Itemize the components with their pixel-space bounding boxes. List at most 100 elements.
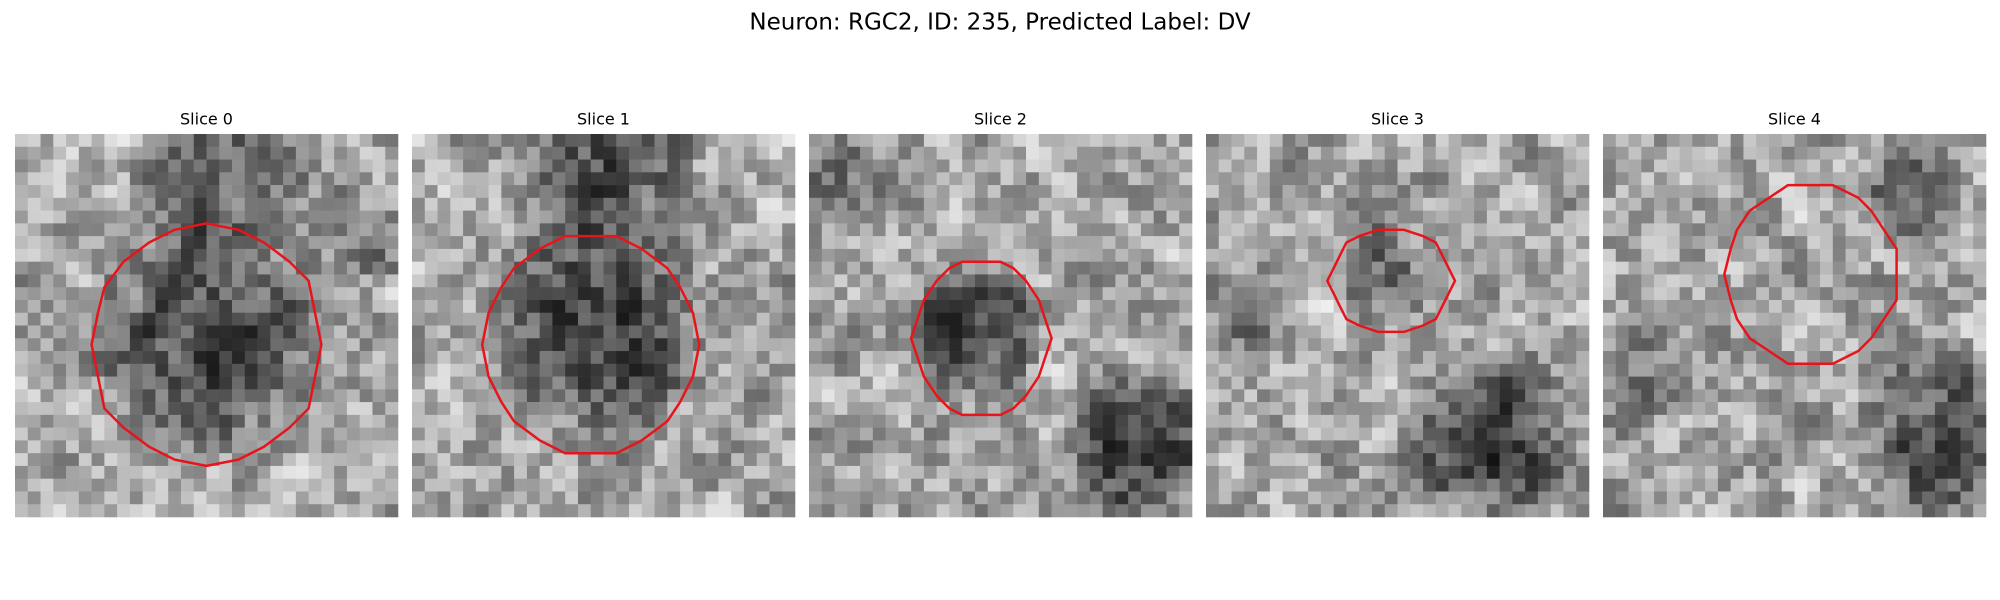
- pixel: [1410, 338, 1424, 352]
- pixel: [872, 146, 886, 160]
- pixel: [501, 338, 515, 352]
- pixel: [1423, 236, 1437, 250]
- pixel: [1038, 491, 1052, 505]
- pixel: [1679, 210, 1693, 224]
- pixel: [168, 465, 182, 479]
- pixel: [257, 504, 271, 518]
- pixel: [1257, 453, 1271, 467]
- pixel: [1140, 299, 1154, 314]
- pixel: [1231, 338, 1245, 352]
- pixel: [1628, 338, 1642, 352]
- pixel: [372, 197, 386, 211]
- pixel: [1641, 274, 1655, 288]
- pixel: [1537, 427, 1551, 441]
- pixel: [283, 312, 297, 326]
- pixel: [1807, 185, 1821, 199]
- pixel: [756, 504, 770, 518]
- pixel: [1089, 338, 1103, 352]
- pixel: [1115, 453, 1129, 467]
- pixel: [936, 504, 950, 518]
- pixel: [769, 465, 783, 479]
- pixel: [1563, 299, 1577, 314]
- pixel: [1295, 236, 1309, 250]
- pixel: [1397, 453, 1411, 467]
- pixel: [424, 248, 438, 262]
- pixel: [1512, 440, 1526, 454]
- pixel: [936, 134, 950, 148]
- pixel: [809, 325, 823, 339]
- pixel: [577, 261, 592, 275]
- pixel: [437, 287, 451, 301]
- pixel: [1563, 325, 1577, 339]
- pixel: [1973, 134, 1987, 148]
- pixel: [1550, 274, 1564, 288]
- pixel: [1641, 325, 1655, 339]
- pixel: [117, 172, 131, 186]
- pixel: [1692, 312, 1706, 326]
- pixel: [1384, 453, 1398, 467]
- pixel: [1206, 491, 1220, 505]
- pixel: [1423, 363, 1437, 377]
- pixel: [424, 338, 438, 352]
- pixel: [1628, 312, 1642, 326]
- pixel: [321, 210, 335, 224]
- pixel: [15, 146, 29, 160]
- pixel: [78, 172, 92, 186]
- pixel: [1934, 159, 1948, 173]
- pixel: [1730, 134, 1744, 148]
- pixel: [1858, 159, 1872, 173]
- pixel: [475, 389, 489, 403]
- pixel: [860, 172, 874, 186]
- pixel: [1051, 414, 1065, 428]
- pixel: [450, 414, 464, 428]
- pixel: [718, 197, 732, 211]
- pixel: [1679, 414, 1693, 428]
- pixel: [1883, 210, 1897, 224]
- pixel: [898, 312, 912, 326]
- pixel: [834, 197, 848, 211]
- pixel: [1410, 261, 1424, 275]
- pixel: [1628, 197, 1642, 211]
- pixel: [743, 376, 757, 390]
- pixel: [526, 465, 540, 479]
- pixel: [539, 185, 553, 199]
- pixel: [1153, 146, 1167, 160]
- pixel: [1026, 185, 1040, 199]
- pixel: [577, 287, 592, 301]
- pixel: [1218, 453, 1232, 467]
- pixel: [590, 185, 604, 199]
- pixel: [974, 223, 989, 237]
- pixel: [1051, 223, 1065, 237]
- pixel: [308, 134, 322, 148]
- pixel: [1550, 159, 1564, 173]
- pixel: [1654, 376, 1668, 390]
- pixel: [283, 274, 297, 288]
- pixel: [1781, 299, 1795, 314]
- pixel: [412, 427, 426, 441]
- pixel: [1858, 223, 1872, 237]
- pixel: [501, 312, 515, 326]
- pixel: [27, 299, 41, 314]
- pixel: [1628, 299, 1642, 314]
- pixel: [1064, 491, 1078, 505]
- pixel: [1089, 325, 1103, 339]
- pixel: [1845, 185, 1859, 199]
- pixel: [936, 223, 950, 237]
- pixel: [821, 210, 835, 224]
- pixel: [1269, 248, 1283, 262]
- pixel: [372, 465, 386, 479]
- pixel: [885, 465, 899, 479]
- pixel: [1960, 197, 1974, 211]
- pixel: [949, 440, 963, 454]
- pixel: [616, 185, 630, 199]
- pixel: [962, 376, 976, 390]
- pixel: [27, 363, 41, 377]
- pixel: [1320, 197, 1334, 211]
- pixel: [860, 287, 874, 301]
- pixel: [180, 312, 195, 326]
- pixel: [654, 172, 668, 186]
- pixel: [809, 248, 823, 262]
- pixel: [1525, 287, 1539, 301]
- pixel: [155, 287, 169, 301]
- pixel: [809, 261, 823, 275]
